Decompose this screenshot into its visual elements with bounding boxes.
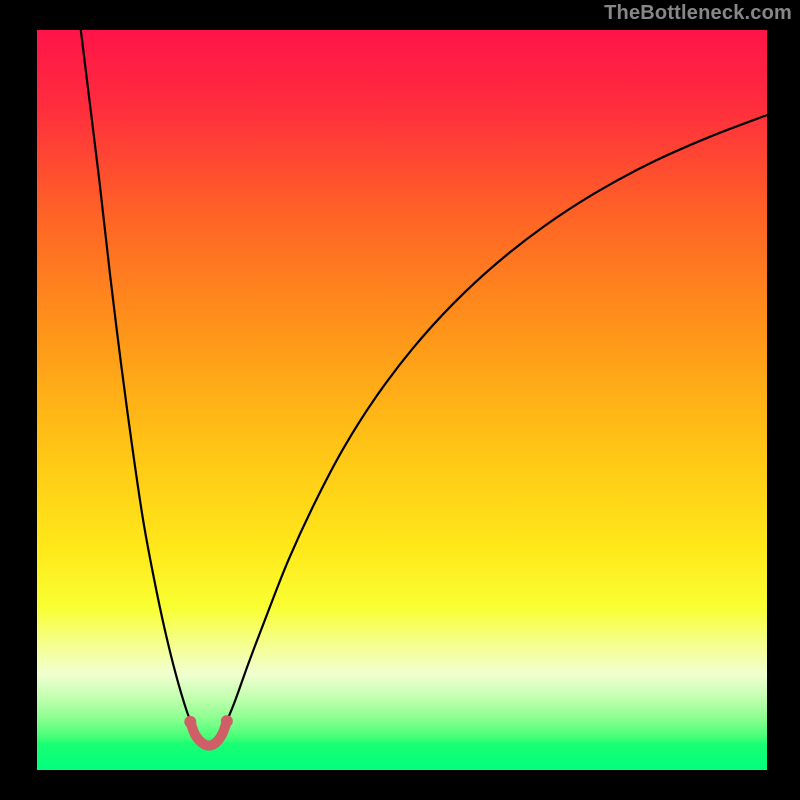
trough-endpoint-marker [184,716,196,728]
watermark-text: TheBottleneck.com [604,2,792,25]
gradient-background [37,30,767,770]
trough-endpoint-marker [221,715,233,727]
page-root: TheBottleneck.com [0,0,800,800]
plot-area [37,30,767,770]
chart-svg [37,30,767,770]
